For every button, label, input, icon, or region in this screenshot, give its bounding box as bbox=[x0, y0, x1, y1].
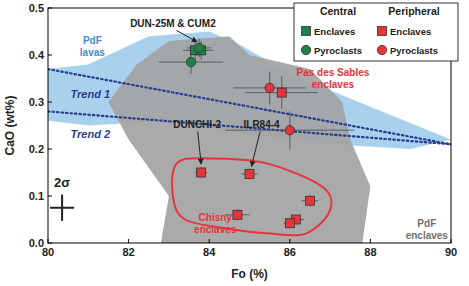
annotation-text: enclaves bbox=[312, 79, 355, 90]
legend-group: Central bbox=[320, 5, 356, 17]
data-point bbox=[265, 83, 274, 92]
y-tick-label: 0.3 bbox=[29, 96, 44, 108]
annotation-text: DUN-25M & CUM2 bbox=[130, 18, 216, 29]
annotation-text: lavas bbox=[80, 47, 105, 58]
chart: 8082848688900.00.10.20.30.40.5Fo (%)CaO … bbox=[0, 0, 469, 286]
data-point bbox=[285, 126, 294, 135]
legend-label: Enclaves bbox=[314, 26, 355, 37]
two-sigma-y bbox=[61, 195, 63, 221]
legend: Central Peripheral Enclaves Pyroclasts Encla… bbox=[294, 3, 458, 61]
region-area bbox=[108, 36, 370, 243]
annotation-text: PdF bbox=[83, 35, 102, 46]
trend-line bbox=[48, 111, 451, 144]
data-point bbox=[233, 210, 242, 219]
x-tick-label: 90 bbox=[445, 246, 457, 258]
x-tick bbox=[289, 239, 290, 243]
legend-label: Pyroclasts bbox=[390, 45, 438, 56]
plot-area bbox=[48, 32, 451, 244]
x-tick bbox=[451, 239, 452, 243]
y-tick-label: 0.0 bbox=[29, 237, 44, 249]
annotation-text: enclaves bbox=[194, 224, 237, 235]
y-tick-label: 0.1 bbox=[29, 190, 44, 202]
y-tick bbox=[48, 196, 52, 197]
legend-group: Peripheral bbox=[388, 5, 439, 17]
annotation-arrow bbox=[177, 30, 198, 41]
data-point bbox=[285, 219, 294, 228]
legend-marker bbox=[301, 45, 310, 54]
y-tick bbox=[48, 149, 52, 150]
annotation-text: Pas des Sables bbox=[297, 67, 370, 78]
x-tick-label: 88 bbox=[364, 246, 376, 258]
data-point bbox=[186, 57, 195, 66]
annotation-arrow bbox=[252, 132, 261, 167]
data-point bbox=[305, 196, 314, 205]
data-point bbox=[197, 168, 206, 177]
annotation-text: PdF bbox=[417, 218, 436, 229]
x-tick bbox=[209, 239, 210, 243]
data-point bbox=[277, 88, 286, 97]
x-tick bbox=[370, 239, 371, 243]
annotation-text: Chisny bbox=[199, 212, 233, 223]
y-tick-label: 0.2 bbox=[29, 143, 44, 155]
data-point bbox=[245, 169, 254, 178]
x-tick-label: 86 bbox=[284, 246, 296, 258]
trend-label: Trend 2 bbox=[71, 128, 111, 140]
legend-marker bbox=[302, 27, 311, 36]
two-sigma-label: 2σ bbox=[54, 175, 70, 190]
legend-marker bbox=[377, 45, 386, 54]
annotation-arrow bbox=[198, 132, 201, 165]
y-tick bbox=[48, 243, 52, 244]
x-tick bbox=[128, 239, 129, 243]
legend-label: Pyroclasts bbox=[314, 45, 362, 56]
data-point bbox=[194, 43, 203, 52]
x-tick-label: 82 bbox=[122, 246, 134, 258]
legend-box bbox=[294, 3, 458, 61]
annotation-text: DUNCHI-2 bbox=[173, 119, 221, 130]
y-tick bbox=[48, 55, 52, 56]
legend-marker bbox=[378, 27, 387, 36]
legend-label: Enclaves bbox=[390, 26, 431, 37]
y-tick bbox=[48, 8, 52, 9]
y-tick-label: 0.4 bbox=[29, 49, 45, 61]
x-tick-label: 84 bbox=[203, 246, 216, 258]
y-axis-title: CaO (wt%) bbox=[3, 95, 17, 155]
y-tick-label: 0.5 bbox=[29, 2, 44, 14]
annotation-text: ILR84-4 bbox=[244, 119, 281, 130]
region-outline bbox=[172, 158, 332, 235]
y-tick bbox=[48, 102, 52, 103]
x-tick bbox=[48, 239, 49, 243]
trend-label: Trend 1 bbox=[71, 88, 111, 100]
annotation-text: enclaves bbox=[406, 230, 449, 241]
trend-line bbox=[48, 69, 451, 144]
x-axis-title: Fo (%) bbox=[231, 267, 268, 281]
